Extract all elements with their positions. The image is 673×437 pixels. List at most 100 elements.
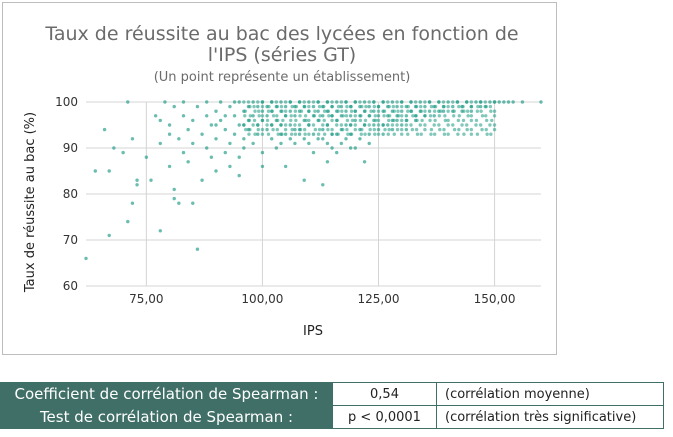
data-point (316, 100, 320, 104)
data-point (299, 109, 304, 113)
data-point (372, 127, 377, 132)
data-point (353, 118, 357, 123)
data-point (367, 104, 371, 109)
data-point (321, 137, 325, 141)
data-point (419, 104, 423, 109)
data-point (330, 114, 334, 118)
data-point (248, 104, 252, 109)
data-point (158, 229, 162, 233)
data-point (353, 100, 357, 104)
data-point (381, 123, 385, 127)
data-point (283, 164, 288, 169)
data-point (344, 114, 349, 118)
data-point (432, 109, 437, 113)
data-point (344, 137, 348, 141)
data-point (446, 109, 450, 113)
data-point (404, 114, 409, 118)
data-point (191, 118, 195, 123)
data-point (452, 114, 456, 118)
data-point (242, 137, 246, 141)
data-point (242, 146, 246, 150)
data-point (251, 114, 255, 118)
data-point (321, 183, 325, 187)
data-point (335, 123, 339, 127)
data-point (465, 127, 469, 132)
data-point (270, 109, 274, 113)
data-point (506, 100, 511, 104)
data-point (330, 118, 334, 123)
data-point (429, 132, 433, 136)
data-point (311, 104, 316, 109)
data-point (423, 114, 427, 118)
data-point (345, 104, 349, 109)
data-point (311, 100, 316, 104)
data-point (232, 100, 237, 104)
data-point (280, 109, 284, 113)
data-point (167, 132, 172, 136)
data-point (209, 155, 214, 159)
data-point (432, 123, 436, 127)
data-point (336, 104, 341, 109)
data-point (469, 109, 474, 113)
data-point (177, 201, 181, 205)
data-point (186, 127, 190, 132)
data-point (228, 104, 232, 109)
data-point (130, 137, 135, 141)
data-point (353, 127, 357, 132)
data-point (307, 100, 311, 104)
data-point (311, 123, 316, 127)
data-point (410, 127, 415, 132)
data-point (367, 100, 371, 104)
data-point (451, 100, 455, 104)
stats-row-test: Test de corrélation de Spearman : p < 0,… (0, 405, 664, 429)
data-point (484, 118, 489, 123)
data-point (392, 118, 396, 123)
data-point (276, 132, 280, 136)
data-point (107, 169, 111, 173)
data-point (232, 114, 237, 118)
data-point (539, 100, 543, 104)
data-point (364, 104, 368, 109)
data-point (345, 127, 349, 132)
data-point (260, 127, 265, 132)
axis-ticks: 60 70 80 90 100 75,00 100,00 125,00 150,00 (55, 95, 515, 306)
data-point (326, 127, 330, 132)
data-point (483, 100, 487, 104)
data-point (228, 141, 232, 146)
data-point (274, 146, 279, 150)
data-point (346, 132, 350, 136)
data-point (260, 114, 265, 118)
data-point (353, 146, 357, 150)
data-point (317, 118, 321, 123)
data-point (492, 100, 497, 104)
stats-note: (corrélation moyenne) (436, 382, 664, 406)
data-point (242, 100, 246, 104)
data-point (322, 109, 327, 113)
data-point (335, 100, 339, 104)
data-point (387, 127, 391, 132)
data-point (478, 123, 483, 127)
data-point (457, 104, 461, 109)
data-point (392, 132, 396, 136)
data-point (488, 100, 492, 104)
data-point (353, 114, 357, 118)
data-point (455, 100, 460, 104)
data-point (325, 160, 330, 164)
data-point (413, 100, 418, 104)
data-point (218, 118, 223, 123)
data-point (260, 109, 265, 113)
data-point (191, 141, 195, 146)
data-point (303, 114, 308, 118)
data-point (316, 132, 321, 136)
data-point (387, 118, 391, 123)
data-point (441, 100, 446, 104)
data-point (419, 109, 423, 113)
data-point (181, 150, 186, 155)
data-point (302, 137, 306, 141)
data-point (172, 104, 176, 109)
data-point (265, 127, 269, 132)
data-point (283, 127, 288, 132)
data-point (313, 127, 318, 132)
data-point (257, 114, 261, 118)
data-point (167, 164, 172, 169)
